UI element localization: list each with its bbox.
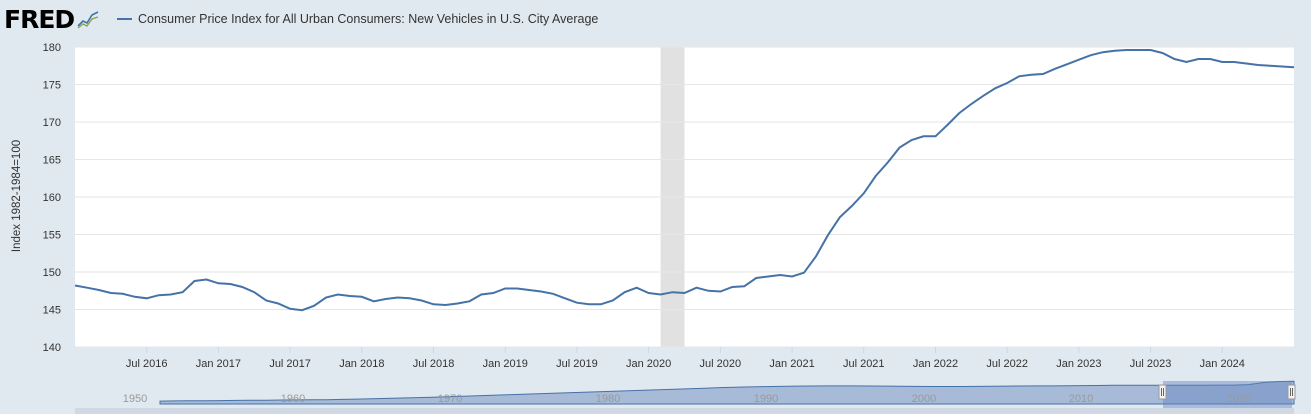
x-tick-label: Jul 2017 [269,358,311,370]
chart-header: FRED Consumer Price Index for All Urban … [0,0,1311,38]
y-tick-label: 160 [43,192,61,204]
y-tick-label: 175 [43,80,61,92]
y-tick-label: 165 [43,155,61,167]
x-tick-label: Jul 2021 [843,358,885,370]
x-tick-label: Jan 2023 [1056,358,1101,370]
x-tick-label: Jan 2021 [769,358,814,370]
x-tick-label: Jul 2019 [556,358,598,370]
series-line[interactable] [74,49,1295,312]
navigator-tick-label: 2020 [1227,393,1251,405]
legend-swatch [117,18,132,20]
y-tick-label: 140 [43,342,61,354]
y-tick-label: 170 [43,117,61,129]
x-tick-label: Jul 2022 [986,358,1028,370]
y-axis-ticks: 140 145 150 155 160 165 170 175 180 [43,42,61,354]
x-tick-label: Jan 2020 [626,358,671,370]
y-tick-label: 180 [43,42,61,54]
navigator-tick-label: 1990 [754,393,778,405]
navigator-handle-left[interactable] [1158,384,1167,400]
y-tick-label: 155 [43,230,61,242]
navigator-scrollbar[interactable] [75,408,1294,414]
x-tick-label: Jan 2019 [483,358,528,370]
x-tick-label: Jul 2018 [413,358,455,370]
navigator-tick-label: 2000 [912,393,936,405]
navigator-series-area [159,380,1295,405]
navigator-tick-label: 1960 [281,393,305,405]
legend[interactable]: Consumer Price Index for All Urban Consu… [117,9,598,29]
navigator-handle-right[interactable] [1287,384,1296,400]
y-tick-label: 150 [43,267,61,279]
x-tick-label: Jul 2023 [1130,358,1172,370]
y-tick-label: 145 [43,305,61,317]
gridlines [75,46,1294,348]
x-tick-label: Jan 2018 [339,358,384,370]
navigator-tick-label: 1970 [438,393,462,405]
y-axis-label: Index 1982-1984=100 [11,140,23,252]
navigator-selected-range[interactable] [1163,381,1292,408]
fred-logo-text: FRED [4,4,75,34]
navigator-ticks: 1950 1960 1970 1980 1990 2000 2010 2020 [123,393,1251,405]
x-tick-label: Jan 2024 [1200,358,1245,370]
navigator[interactable]: 1950 1960 1970 1980 1990 2000 2010 2020 [75,380,1296,414]
x-tick-label: Jan 2022 [913,358,958,370]
navigator-tick-label: 2010 [1069,393,1093,405]
legend-series-label: Consumer Price Index for All Urban Consu… [138,12,599,26]
x-tick-label: Jul 2016 [126,358,168,370]
fred-logo[interactable]: FRED [4,4,100,34]
trend-line-icon [77,9,100,29]
navigator-tick-label: 1980 [596,393,620,405]
x-tick-label: Jul 2020 [700,358,742,370]
x-tick-label: Jan 2017 [196,358,241,370]
navigator-tick-label: 1950 [123,393,147,405]
x-axis-ticks: Jul 2016 Jan 2017 Jul 2017 Jan 2018 Jul 2018… [126,347,1245,370]
